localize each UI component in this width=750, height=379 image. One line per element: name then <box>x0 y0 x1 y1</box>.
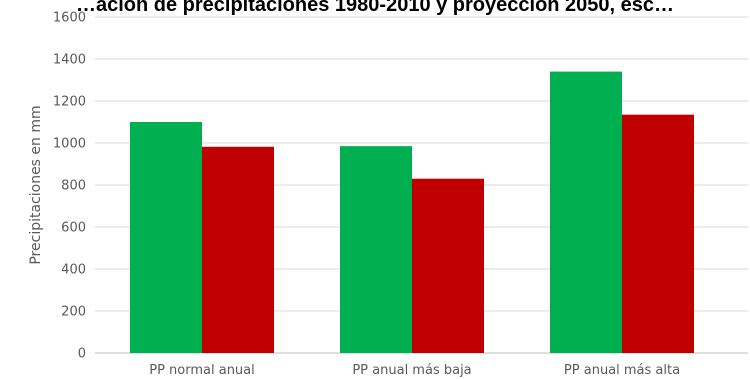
y-tick-label: 1000 <box>53 137 86 152</box>
chart-title: …ación de precipitaciones 1980-2010 y pr… <box>75 0 675 16</box>
bar-series-1-0 <box>130 122 202 353</box>
y-axis-ticks: 0 200 400 600 800 1000 1200 1400 1600 <box>53 11 86 362</box>
y-axis-label: Precipitaciones en mm <box>28 105 44 264</box>
bar-series-1-1 <box>340 146 412 353</box>
bars <box>130 71 694 354</box>
y-tick-label: 1400 <box>53 53 86 68</box>
x-axis-ticks: PP normal anual PP anual más baja PP anual… <box>149 363 680 378</box>
x-tick-label: PP anual más alta <box>564 363 680 378</box>
bar-series-2-2 <box>622 114 694 354</box>
y-tick-label: 1200 <box>53 95 86 110</box>
bar-series-2-1 <box>412 178 484 353</box>
y-tick-label: 400 <box>61 263 86 278</box>
y-tick-label: 200 <box>61 305 86 320</box>
y-tick-label: 600 <box>61 221 86 236</box>
y-tick-label: 800 <box>61 179 86 194</box>
x-tick-label: PP normal anual <box>149 363 255 378</box>
x-tick-label: PP anual más baja <box>352 363 471 378</box>
y-tick-label: 1600 <box>53 11 86 26</box>
y-tick-label: 0 <box>78 347 86 362</box>
bar-series-2-0 <box>202 146 274 353</box>
bar-series-1-2 <box>550 71 622 353</box>
